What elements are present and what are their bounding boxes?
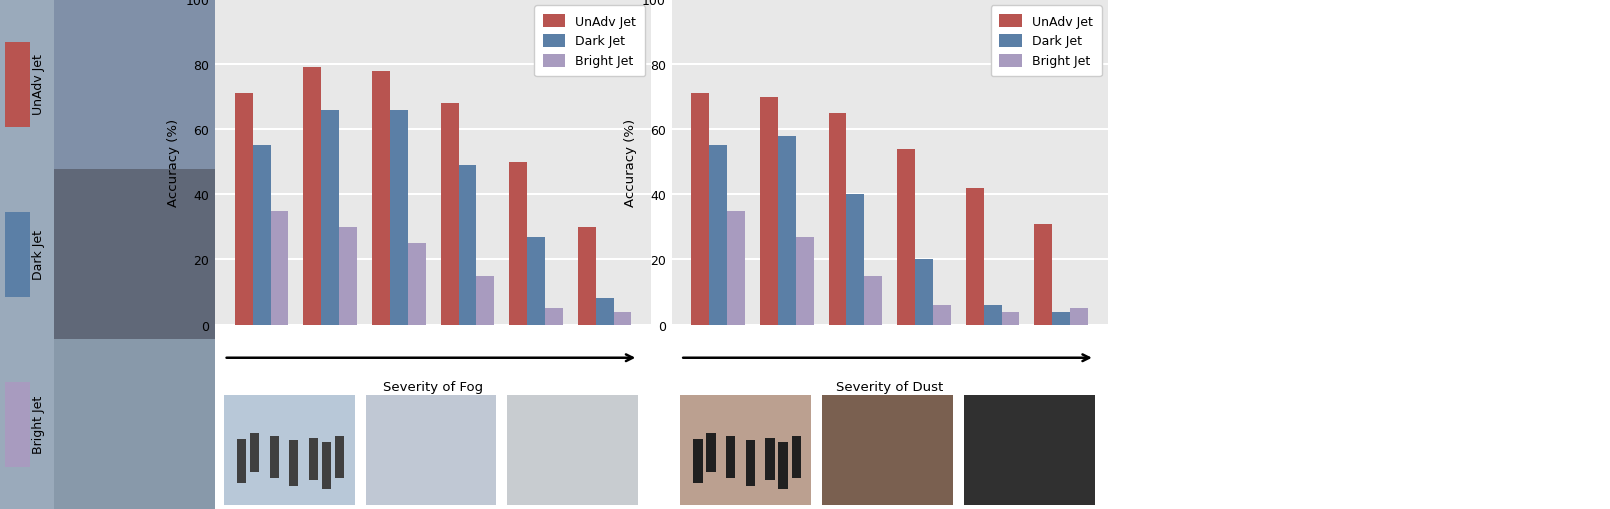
Bar — [707, 434, 715, 472]
Bar — [365, 395, 496, 505]
Bar — [459, 166, 477, 325]
Y-axis label: Accuracy (%): Accuracy (%) — [167, 119, 180, 207]
Text: Bright Jet: Bright Jet — [32, 395, 45, 453]
Bar — [372, 71, 390, 325]
Bar — [507, 395, 638, 505]
Text: Severity of Fog: Severity of Fog — [383, 380, 483, 393]
Y-axis label: Accuracy (%): Accuracy (%) — [623, 119, 636, 207]
Bar — [253, 146, 270, 325]
Legend: UnAdv Jet, Dark Jet, Bright Jet: UnAdv Jet, Dark Jet, Bright Jet — [990, 6, 1101, 77]
Bar — [710, 146, 728, 325]
Bar — [1035, 224, 1053, 325]
Bar — [237, 439, 246, 483]
Bar — [407, 244, 425, 325]
Bar — [322, 110, 340, 325]
Bar — [795, 237, 813, 325]
Bar — [745, 440, 755, 486]
Bar — [509, 162, 526, 325]
Bar — [984, 305, 1001, 325]
Bar — [694, 439, 702, 483]
Bar — [303, 68, 322, 325]
Bar — [691, 94, 710, 325]
Bar — [270, 211, 288, 325]
Bar — [1001, 312, 1019, 325]
Text: UnAdv Jet: UnAdv Jet — [32, 54, 45, 115]
Bar — [829, 114, 847, 325]
Text: Severity of Dust: Severity of Dust — [836, 380, 943, 393]
Bar — [526, 237, 544, 325]
Bar — [897, 150, 914, 325]
Bar — [5, 382, 29, 467]
Bar — [269, 436, 279, 478]
Bar — [335, 436, 345, 478]
Bar — [728, 211, 745, 325]
Bar — [235, 94, 253, 325]
Bar — [778, 442, 787, 489]
Bar — [823, 395, 953, 505]
Bar — [5, 42, 29, 127]
Bar — [390, 110, 407, 325]
Bar — [5, 212, 29, 297]
Bar — [932, 305, 952, 325]
Bar — [765, 438, 774, 480]
Bar — [340, 228, 357, 325]
Bar — [847, 195, 865, 325]
Bar — [964, 395, 1095, 505]
Bar — [250, 434, 259, 472]
Bar — [681, 395, 811, 505]
Bar — [224, 395, 354, 505]
Bar — [760, 97, 778, 325]
Legend: UnAdv Jet, Dark Jet, Bright Jet: UnAdv Jet, Dark Jet, Bright Jet — [535, 6, 646, 77]
Bar — [1053, 312, 1071, 325]
Bar — [322, 442, 332, 489]
Text: Dark Jet: Dark Jet — [32, 230, 45, 279]
Bar — [613, 312, 631, 325]
Bar — [596, 299, 613, 325]
Bar — [914, 260, 932, 325]
Bar — [544, 308, 564, 325]
Bar — [290, 440, 298, 486]
Bar — [865, 276, 882, 325]
Bar — [1071, 308, 1088, 325]
Bar — [792, 436, 800, 478]
Bar — [578, 228, 596, 325]
Bar — [778, 136, 795, 325]
Bar — [726, 436, 736, 478]
Bar — [309, 438, 317, 480]
Bar — [441, 104, 459, 325]
Bar — [966, 188, 984, 325]
Bar — [477, 276, 494, 325]
